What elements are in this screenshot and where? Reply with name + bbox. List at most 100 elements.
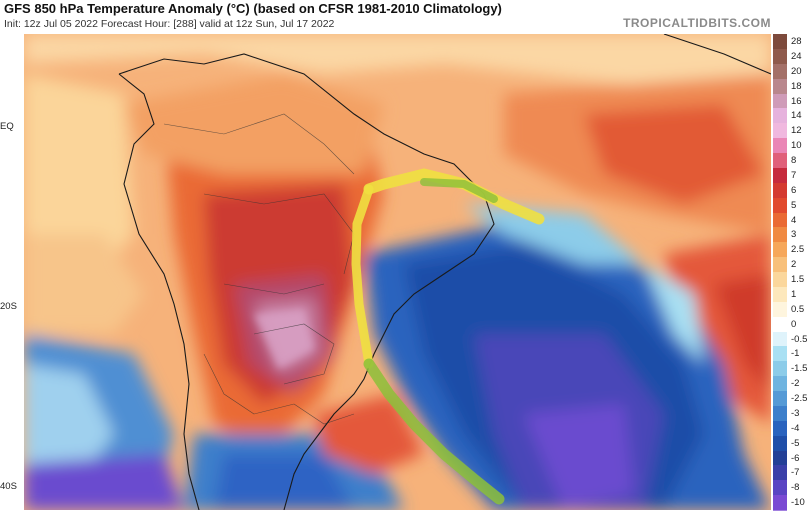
colorbar-level: 8	[773, 153, 807, 169]
colorbar-level: 7	[773, 167, 807, 184]
colorbar-swatch	[773, 316, 787, 333]
colorbar-label: 1.5	[791, 274, 805, 285]
map-title: GFS 850 hPa Temperature Anomaly (°C) (ba…	[4, 1, 502, 16]
colorbar-level: -2.5	[773, 391, 807, 407]
colorbar-label: 20	[791, 65, 802, 77]
heat-core	[254, 309, 314, 369]
colorbar-label: 10	[791, 140, 802, 152]
colorbar-level: 18	[773, 78, 807, 95]
colorbar-label: -5	[791, 437, 800, 449]
colorbar-label: -6	[791, 452, 800, 464]
colorbar-swatch	[773, 93, 787, 110]
colorbar-level: 3	[773, 227, 807, 244]
lat-label-eq: EQ	[0, 121, 14, 132]
colorbar-level: 6	[773, 182, 807, 199]
colorbar-level: 1	[773, 286, 807, 303]
colorbar-label: 0	[791, 318, 797, 330]
colorbar-level: 16	[773, 93, 807, 110]
colorbar-level: -4	[773, 420, 807, 437]
colorbar-label: 6	[791, 184, 797, 196]
colorbar-level: 0	[773, 316, 807, 333]
colorbar-label: 18	[791, 80, 802, 92]
anomaly-map[interactable]	[24, 34, 771, 510]
colorbar-level: -7	[773, 465, 807, 482]
colorbar-level: 4	[773, 212, 807, 229]
colorbar-label: -1	[791, 348, 800, 360]
colorbar-level: 20	[773, 63, 807, 80]
colorbar-swatch	[773, 420, 787, 437]
anomaly-field-svg	[24, 34, 771, 510]
colorbar-level: 14	[773, 108, 807, 125]
colorbar-label: 4	[791, 214, 797, 226]
colorbar-swatch	[773, 167, 787, 184]
colorbar-swatch	[773, 212, 787, 229]
colorbar-swatch	[773, 153, 787, 169]
colorbar-label: -2	[791, 378, 800, 390]
colorbar-label: 7	[791, 169, 797, 181]
colorbar-swatch	[773, 331, 787, 348]
colorbar-swatch	[773, 78, 787, 95]
colorbar-label: 1	[791, 288, 797, 300]
colorbar-label: 3	[791, 229, 797, 241]
colorbar-swatch	[773, 361, 787, 378]
colorbar-label: 8	[791, 155, 797, 166]
colorbar-level: -2	[773, 376, 807, 392]
colorbar-level: -0.5	[773, 331, 807, 348]
colorbar-swatch	[773, 63, 787, 80]
colorbar-level: -6	[773, 450, 807, 467]
colorbar-level: -8	[773, 480, 807, 497]
political-borders	[163, 113, 355, 425]
colorbar-swatch	[773, 376, 787, 392]
colorbar-level: 28	[773, 34, 807, 50]
colorbar-swatch	[773, 495, 787, 511]
colorbar-swatch	[773, 108, 787, 125]
colorbar-level: 10	[773, 138, 807, 154]
colorbar-label: 28	[791, 36, 802, 47]
colorbar-swatch	[773, 123, 787, 140]
colorbar-level: -10	[773, 495, 807, 511]
colorbar-swatch	[773, 272, 787, 288]
colorbar-label: 2	[791, 259, 797, 271]
colorbar-label: -2.5	[791, 393, 807, 404]
colorbar-level: -1	[773, 346, 807, 363]
anomaly-shading	[24, 34, 771, 510]
colorbar-level: 1.5	[773, 272, 807, 288]
site-brand[interactable]: TROPICALTIDBITS.COM	[623, 16, 771, 30]
colorbar-swatch	[773, 257, 787, 273]
colorbar-label: -8	[791, 482, 800, 494]
colorbar-swatch	[773, 138, 787, 154]
colorbar-level: 24	[773, 48, 807, 65]
colorbar-swatch	[773, 450, 787, 467]
colorbar-swatch	[773, 197, 787, 214]
colorbar-label: 2.5	[791, 244, 805, 256]
colorbar-level: -3	[773, 405, 807, 422]
colorbar-level: 12	[773, 123, 807, 140]
colorbar-level: 5	[773, 197, 807, 214]
colorbar-label: 24	[791, 50, 802, 62]
colorbar-swatch	[773, 34, 787, 50]
colorbar-level: 2	[773, 257, 807, 273]
colorbar-swatch	[773, 465, 787, 482]
front-lines	[351, 168, 545, 505]
colorbar-level: 2.5	[773, 242, 807, 259]
colorbar-swatch	[773, 480, 787, 497]
colorbar-level: -5	[773, 435, 807, 452]
colorbar-swatch	[773, 301, 787, 318]
colorbar-level: -1.5	[773, 361, 807, 378]
colorbar-swatch	[773, 242, 787, 259]
colorbar-swatch	[773, 391, 787, 407]
coastlines	[118, 34, 771, 510]
forecast-info: Init: 12z Jul 05 2022 Forecast Hour: [28…	[4, 18, 335, 30]
colorbar-label: -10	[791, 497, 805, 509]
colorbar-label: -7	[791, 467, 800, 479]
colorbar-label: 14	[791, 110, 802, 122]
colorbar-legend: 28 24 20 18 16 14 12 10 8 7 6 5 4 3 2.5 2 1.5 1 0.5 0 -0.5 -1…	[773, 34, 807, 511]
colorbar-label: 12	[791, 125, 802, 137]
colorbar-label: -0.5	[791, 333, 807, 345]
colorbar-label: -1.5	[791, 363, 807, 375]
colorbar-swatch	[773, 435, 787, 452]
colorbar-swatch	[773, 405, 787, 422]
colorbar-label: -3	[791, 407, 800, 419]
colorbar-label: 16	[791, 95, 802, 107]
colorbar-swatch	[773, 286, 787, 303]
